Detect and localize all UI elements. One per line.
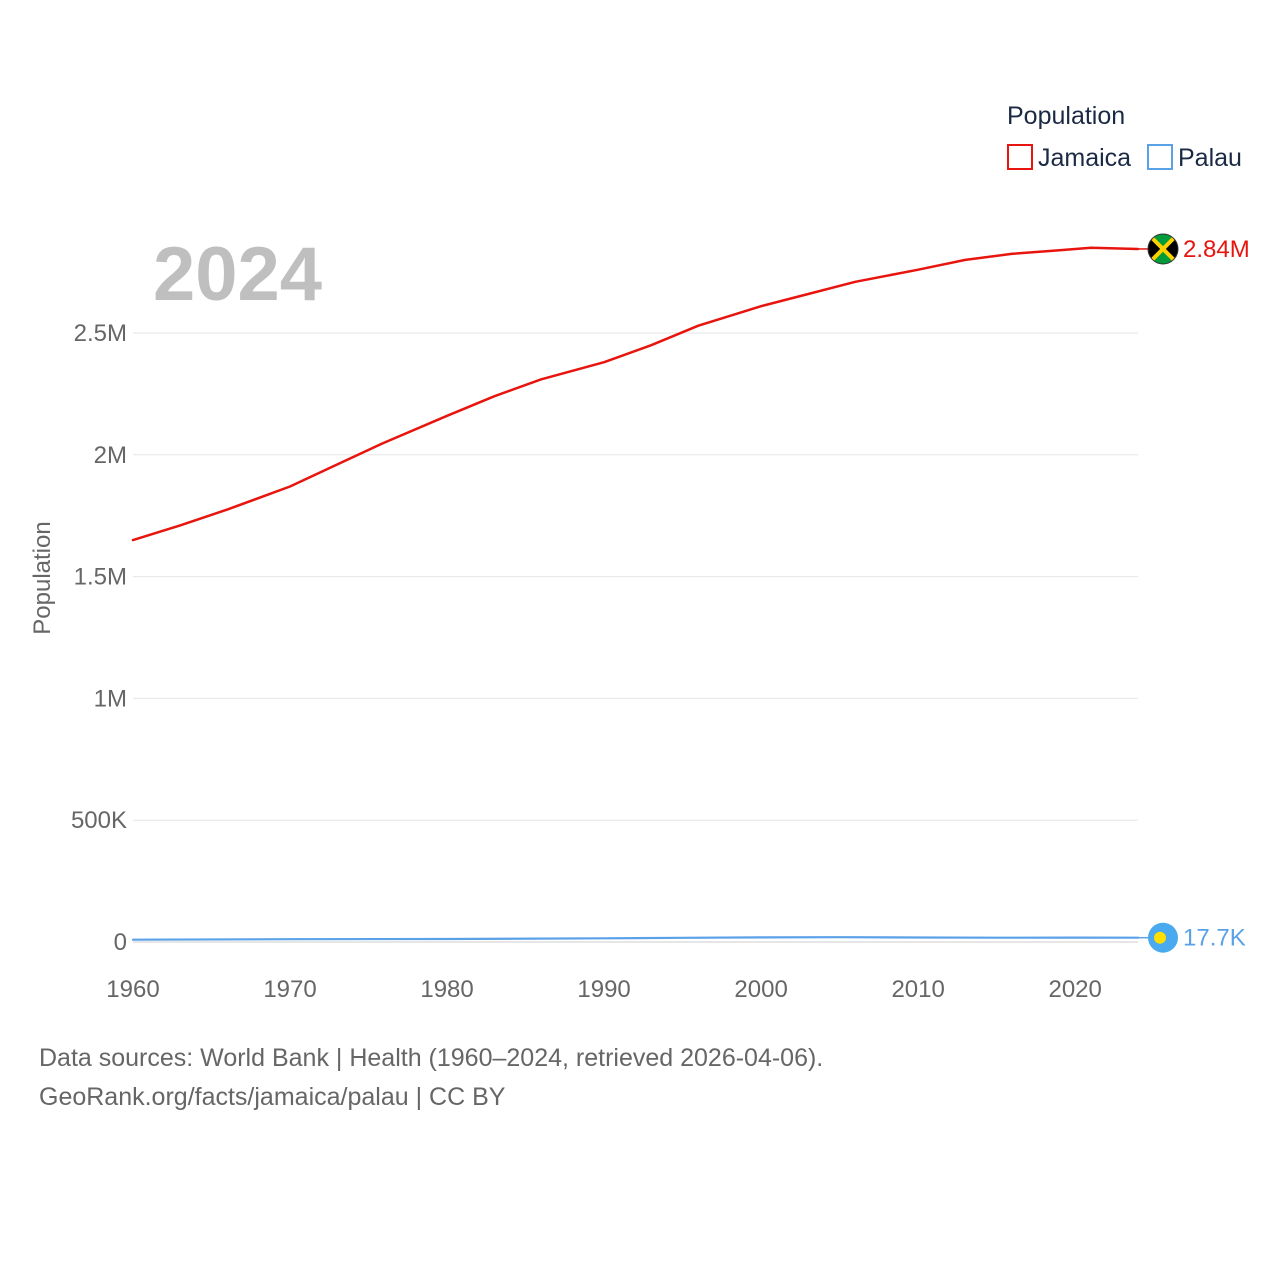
x-tick-label: 2000 (734, 976, 787, 1003)
x-tick-label: 1980 (420, 976, 473, 1003)
y-axis-title: Population (29, 521, 56, 634)
y-tick-label: 2.5M (74, 320, 127, 347)
series-line-jamaica[interactable] (131, 246, 1140, 542)
legend-swatch-jamaica (1007, 144, 1033, 170)
y-tick-label: 1.5M (74, 564, 127, 591)
x-tick-label: 1990 (577, 976, 630, 1003)
end-label-palau: 17.7K (1183, 925, 1246, 952)
series-line-palau[interactable] (131, 936, 1140, 941)
legend-title: Population (1007, 102, 1125, 130)
legend-label-palau: Palau (1178, 144, 1242, 172)
y-tick-label: 2M (94, 442, 127, 469)
series-end-markers: 2.84M 17.7K (1138, 233, 1250, 953)
y-tick-label: 500K (71, 807, 127, 834)
legend-item-jamaica[interactable]: Jamaica (1007, 144, 1131, 172)
gridlines (133, 332, 1138, 943)
end-label-jamaica: 2.84M (1183, 236, 1250, 263)
series-lines (131, 246, 1140, 941)
jamaica-flag-icon (1147, 233, 1179, 265)
footer-attribution[interactable]: GeoRank.org/facts/jamaica/palau | CC BY (39, 1083, 506, 1111)
x-tick-label: 2010 (891, 976, 944, 1003)
footer-sources: Data sources: World Bank | Health (1960–… (39, 1044, 824, 1072)
x-tick-label: 1960 (106, 976, 159, 1003)
x-tick-label: 2020 (1048, 976, 1101, 1003)
x-axis-ticks: 1960 1970 1980 1990 2000 2010 2020 (106, 976, 1102, 1003)
y-tick-label: 1M (94, 685, 127, 712)
legend[interactable]: Population Jamaica Palau (1007, 102, 1242, 172)
x-tick-label: 1970 (263, 976, 316, 1003)
y-axis-ticks: 0 500K 1M 1.5M 2M 2.5M (71, 320, 127, 956)
legend-item-palau[interactable]: Palau (1147, 144, 1242, 172)
legend-swatch-palau (1147, 144, 1173, 170)
palau-flag-icon (1148, 922, 1178, 953)
y-tick-label: 0 (114, 929, 127, 956)
year-label: 2024 (153, 232, 322, 317)
legend-label-jamaica: Jamaica (1038, 144, 1131, 172)
